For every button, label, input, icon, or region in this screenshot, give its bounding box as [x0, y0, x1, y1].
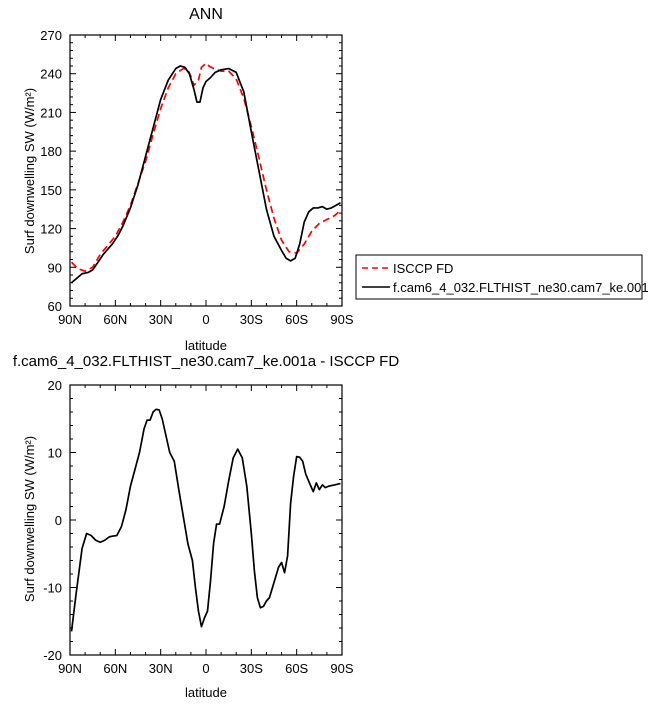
- x-tick-label-top: 30S: [240, 312, 263, 327]
- x-tick-label-top: 90S: [330, 312, 353, 327]
- y-tick-label-bottom: 20: [48, 378, 62, 393]
- chart-top-ylabel: Surf downwelling SW (W/m²): [22, 88, 37, 254]
- x-tick-label-top: 30N: [149, 312, 173, 327]
- x-tick-label-top: 0: [202, 312, 209, 327]
- series-line-top-1: [70, 65, 341, 284]
- chart-legend: ISCCP FD f.cam6_4_032.FLTHIST_ne30.cam7_…: [355, 254, 649, 300]
- plot-frame-top: [69, 34, 343, 307]
- legend-label-isccp: ISCCP FD: [393, 261, 453, 276]
- chart-top-title: ANN: [189, 6, 223, 23]
- y-tick-label-bottom: -10: [43, 581, 62, 596]
- x-tick-label-top: 60N: [103, 312, 127, 327]
- chart-bottom-xlabel: latitude: [185, 685, 227, 700]
- chart-bottom: f.cam6_4_032.FLTHIST_ne30.cam7_ke.001a -…: [13, 353, 399, 700]
- x-tick-label-bottom: 90N: [58, 661, 82, 676]
- y-tick-label-top: 150: [40, 183, 62, 198]
- legend-label-model: f.cam6_4_032.FLTHIST_ne30.cam7_ke.001a: [393, 280, 649, 295]
- x-tick-label-bottom: 60S: [285, 661, 308, 676]
- x-tick-label-bottom: 30S: [240, 661, 263, 676]
- x-tick-label-bottom: 90S: [330, 661, 353, 676]
- y-tick-label-bottom: 0: [55, 513, 62, 528]
- x-tick-label-top: 60S: [285, 312, 308, 327]
- y-tick-label-bottom: -20: [43, 648, 62, 663]
- x-tick-label-top: 90N: [58, 312, 82, 327]
- legend-box: [355, 254, 643, 300]
- y-tick-label-top: 90: [48, 260, 62, 275]
- y-tick-label-top: 240: [40, 67, 62, 82]
- y-tick-label-top: 60: [48, 299, 62, 314]
- series-line-bottom-0: [70, 408, 341, 632]
- chart-bottom-ylabel: Surf downwelling SW (W/m²): [22, 436, 37, 602]
- y-tick-label-top: 270: [40, 28, 62, 43]
- y-tick-label-bottom: 10: [48, 446, 62, 461]
- x-tick-label-bottom: 30N: [149, 661, 173, 676]
- y-tick-label-top: 210: [40, 105, 62, 120]
- series-line-top-0: [70, 62, 342, 273]
- chart-bottom-title: f.cam6_4_032.FLTHIST_ne30.cam7_ke.001a -…: [13, 353, 399, 370]
- chart-top-xlabel: latitude: [185, 338, 227, 353]
- x-tick-label-bottom: 60N: [103, 661, 127, 676]
- chart-top: ANN latitude Surf downwelling SW (W/m²) …: [22, 6, 354, 353]
- y-tick-label-top: 180: [40, 144, 62, 159]
- x-tick-label-bottom: 0: [202, 661, 209, 676]
- y-tick-label-top: 120: [40, 222, 62, 237]
